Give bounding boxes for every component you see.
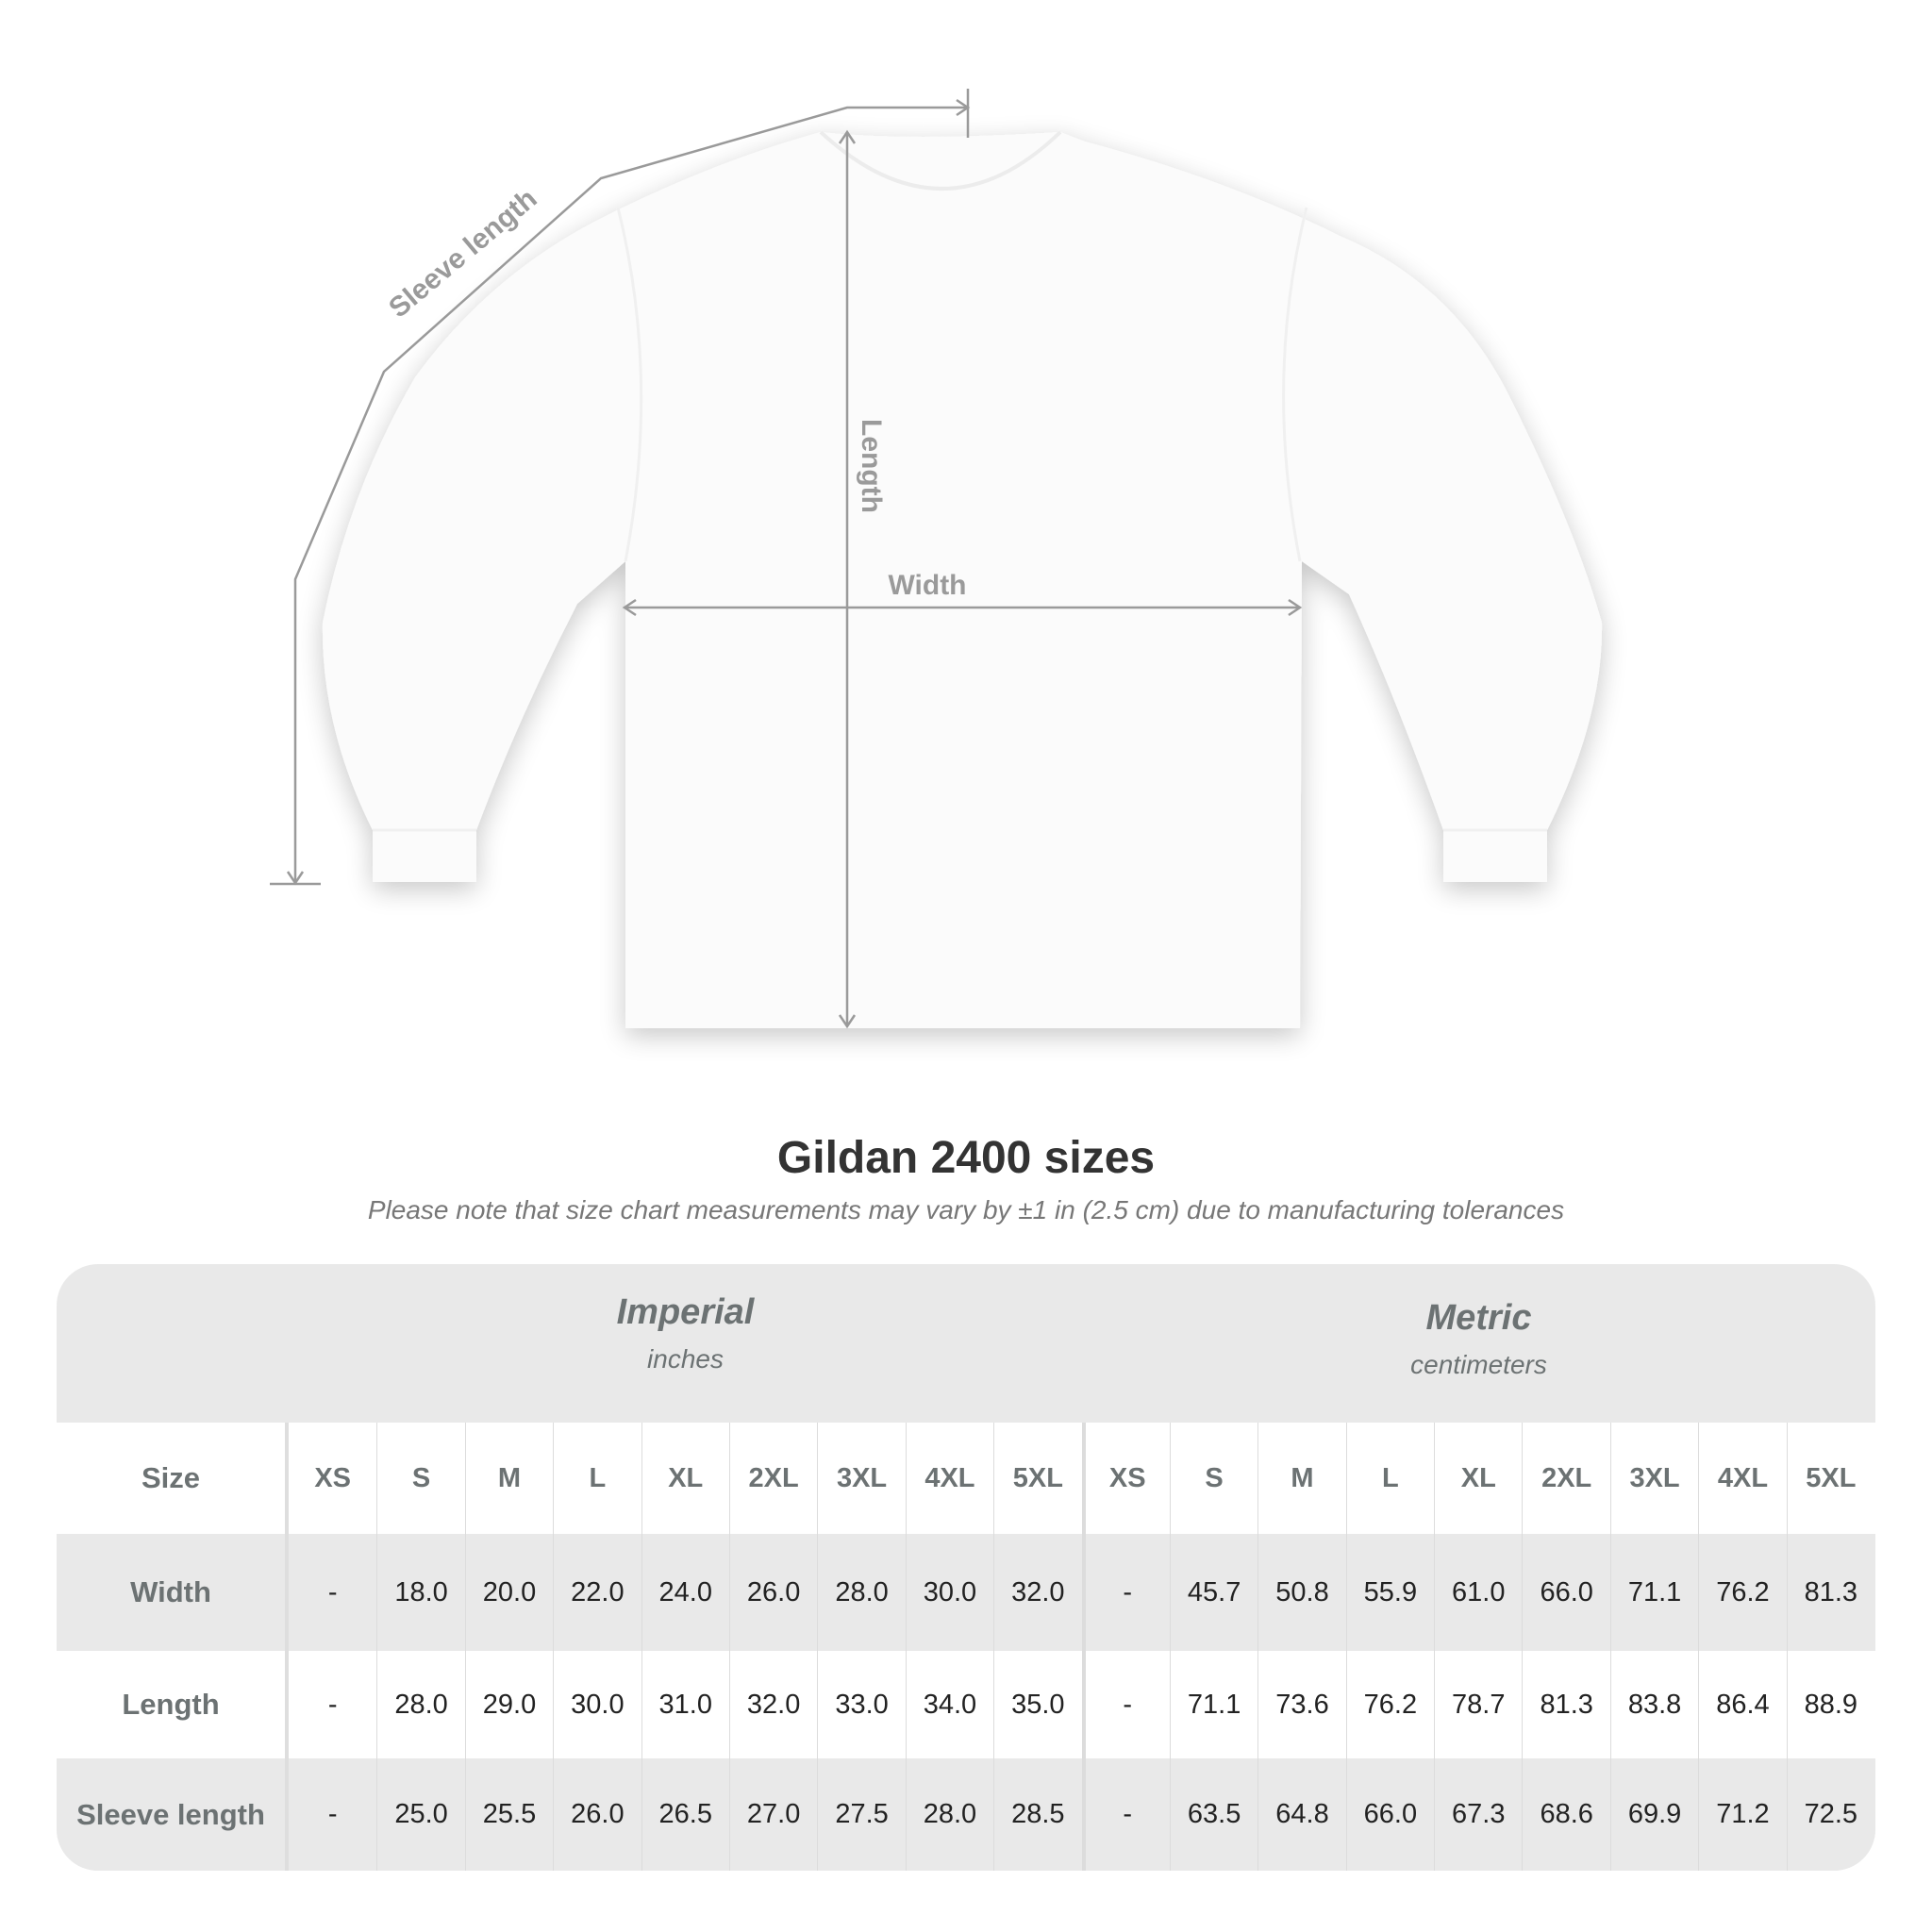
value-cell-metric: 73.6: [1257, 1651, 1345, 1758]
tolerance-note: Please note that size chart measurements…: [367, 1195, 1565, 1224]
size-header-imperial: 5XL: [993, 1423, 1081, 1534]
long-sleeve-shirt: [322, 130, 1603, 1028]
table-row: Sleeve length -25.0 25.5 26.0 26.5 27.0 27.5 28…: [57, 1758, 1875, 1871]
page-title: Gildan 2400 sizes: [776, 1133, 1156, 1183]
size-header-metric: L: [1345, 1423, 1434, 1534]
value-cell-metric: 76.2: [1698, 1534, 1786, 1651]
value-cell-imperial: 24.0: [641, 1534, 729, 1651]
value-cell-metric: 50.8: [1257, 1534, 1345, 1651]
size-header-imperial: XL: [641, 1423, 729, 1534]
row-label: Size: [57, 1423, 289, 1534]
value-cell-metric: 83.8: [1609, 1651, 1698, 1758]
value-cell-imperial: 30.0: [905, 1534, 993, 1651]
value-cell-metric: 69.9: [1609, 1758, 1698, 1871]
value-cell-metric: 45.7: [1169, 1534, 1257, 1651]
size-header-metric: 2XL: [1522, 1423, 1609, 1534]
value-cell-metric: 67.3: [1434, 1758, 1522, 1871]
value-cell-imperial: -: [327, 1799, 338, 1829]
size-table: Imperial inches Metric centimeters Size X…: [57, 1264, 1875, 1871]
value-cell-imperial: 29.0: [464, 1651, 553, 1758]
table-row: Width -18.0 20.0 22.0 24.0 26.0 28.0 30.0 32.0-4…: [57, 1534, 1875, 1651]
value-cell-metric: 86.4: [1698, 1651, 1786, 1758]
size-header-imperial: 4XL: [905, 1423, 993, 1534]
size-header-metric: XL: [1434, 1423, 1522, 1534]
width-label: Width: [888, 570, 966, 601]
value-cell-metric: 71.2: [1698, 1758, 1786, 1871]
value-cell-imperial: 22.0: [553, 1534, 641, 1651]
value-cell-metric: -: [1081, 1534, 1170, 1651]
value-cell-imperial: 26.5: [641, 1758, 729, 1871]
value-cell-imperial: 31.0: [641, 1651, 729, 1758]
value-cell-metric: 68.6: [1522, 1758, 1609, 1871]
row-label: Sleeve length: [57, 1758, 289, 1871]
size-header-imperial: 3XL: [817, 1423, 905, 1534]
value-cell-imperial: 32.0: [993, 1534, 1081, 1651]
value-cell-metric: 61.0: [1434, 1534, 1522, 1651]
imperial-header: Imperial inches: [289, 1264, 1082, 1451]
length-label: Length: [856, 419, 887, 513]
size-header-imperial: M: [464, 1423, 553, 1534]
size-header-imperial: 2XL: [728, 1423, 817, 1534]
value-cell-imperial: 27.5: [817, 1758, 905, 1871]
value-cell-metric: 71.1: [1169, 1651, 1257, 1758]
metric-title: Metric: [1425, 1298, 1532, 1338]
shirt-diagram: Sleeve length Length Width: [270, 89, 1603, 1029]
value-cell-imperial: -: [327, 1576, 338, 1607]
value-cell-imperial: 32.0: [728, 1651, 817, 1758]
value-cell-imperial: 35.0: [993, 1651, 1081, 1758]
value-cell-imperial: 25.5: [464, 1758, 553, 1871]
metric-header: Metric centimeters: [1082, 1264, 1875, 1457]
sleeve-length-line: [293, 106, 968, 883]
value-cell-metric: 78.7: [1434, 1651, 1522, 1758]
value-cell-metric: 76.2: [1345, 1651, 1434, 1758]
value-cell-metric: 66.0: [1345, 1758, 1434, 1871]
value-cell-imperial: -: [327, 1689, 338, 1720]
imperial-unit: inches: [647, 1344, 724, 1374]
value-cell-metric: 81.3: [1522, 1651, 1609, 1758]
value-cell-imperial: 27.0: [728, 1758, 817, 1871]
value-cell-imperial: 20.0: [464, 1534, 553, 1651]
imperial-title: Imperial: [616, 1292, 755, 1332]
value-cell-imperial: 26.0: [728, 1534, 817, 1651]
value-cell-metric: -: [1081, 1758, 1170, 1871]
value-cell-imperial: 30.0: [553, 1651, 641, 1758]
size-header-imperial: XS: [314, 1462, 352, 1493]
value-cell-imperial: 26.0: [553, 1758, 641, 1871]
table-row: Length -28.0 29.0 30.0 31.0 32.0 33.0 34.0 35.0-…: [57, 1651, 1875, 1758]
value-cell-metric: 71.1: [1609, 1534, 1698, 1651]
row-label: Width: [57, 1534, 289, 1651]
value-cell-imperial: 28.5: [993, 1758, 1081, 1871]
size-header-metric: M: [1257, 1423, 1345, 1534]
measurement-lines: [270, 89, 1303, 1029]
value-cell-metric: -: [1081, 1651, 1170, 1758]
size-header-metric: 3XL: [1609, 1423, 1698, 1534]
value-cell-imperial: 28.0: [817, 1534, 905, 1651]
value-cell-metric: 64.8: [1257, 1758, 1345, 1871]
size-header-imperial: S: [376, 1423, 464, 1534]
value-cell-metric: 63.5: [1169, 1758, 1257, 1871]
metric-unit: centimeters: [1410, 1350, 1547, 1379]
size-header-imperial: L: [553, 1423, 641, 1534]
row-label: Length: [57, 1651, 289, 1758]
value-cell-imperial: 28.0: [376, 1651, 464, 1758]
value-cell-metric: 55.9: [1345, 1534, 1434, 1651]
size-header-row: Size XS S M L XL 2XL 3XL 4XL 5XL XS S M L XL 2XL 3XL 4XL 5…: [57, 1423, 1875, 1534]
value-cell-metric: 88.9: [1786, 1651, 1874, 1758]
value-cell-metric: 66.0: [1522, 1534, 1609, 1651]
value-cell-imperial: 33.0: [817, 1651, 905, 1758]
size-header-metric: XS: [1081, 1423, 1170, 1534]
size-header-metric: S: [1169, 1423, 1257, 1534]
value-cell-imperial: 34.0: [905, 1651, 993, 1758]
value-cell-imperial: 18.0: [376, 1534, 464, 1651]
value-cell-imperial: 25.0: [376, 1758, 464, 1871]
value-cell-metric: 81.3: [1786, 1534, 1874, 1651]
value-cell-imperial: 28.0: [905, 1758, 993, 1871]
value-cell-metric: 72.5: [1786, 1758, 1874, 1871]
size-header-metric: 5XL: [1786, 1423, 1874, 1534]
size-header-metric: 4XL: [1698, 1423, 1786, 1534]
